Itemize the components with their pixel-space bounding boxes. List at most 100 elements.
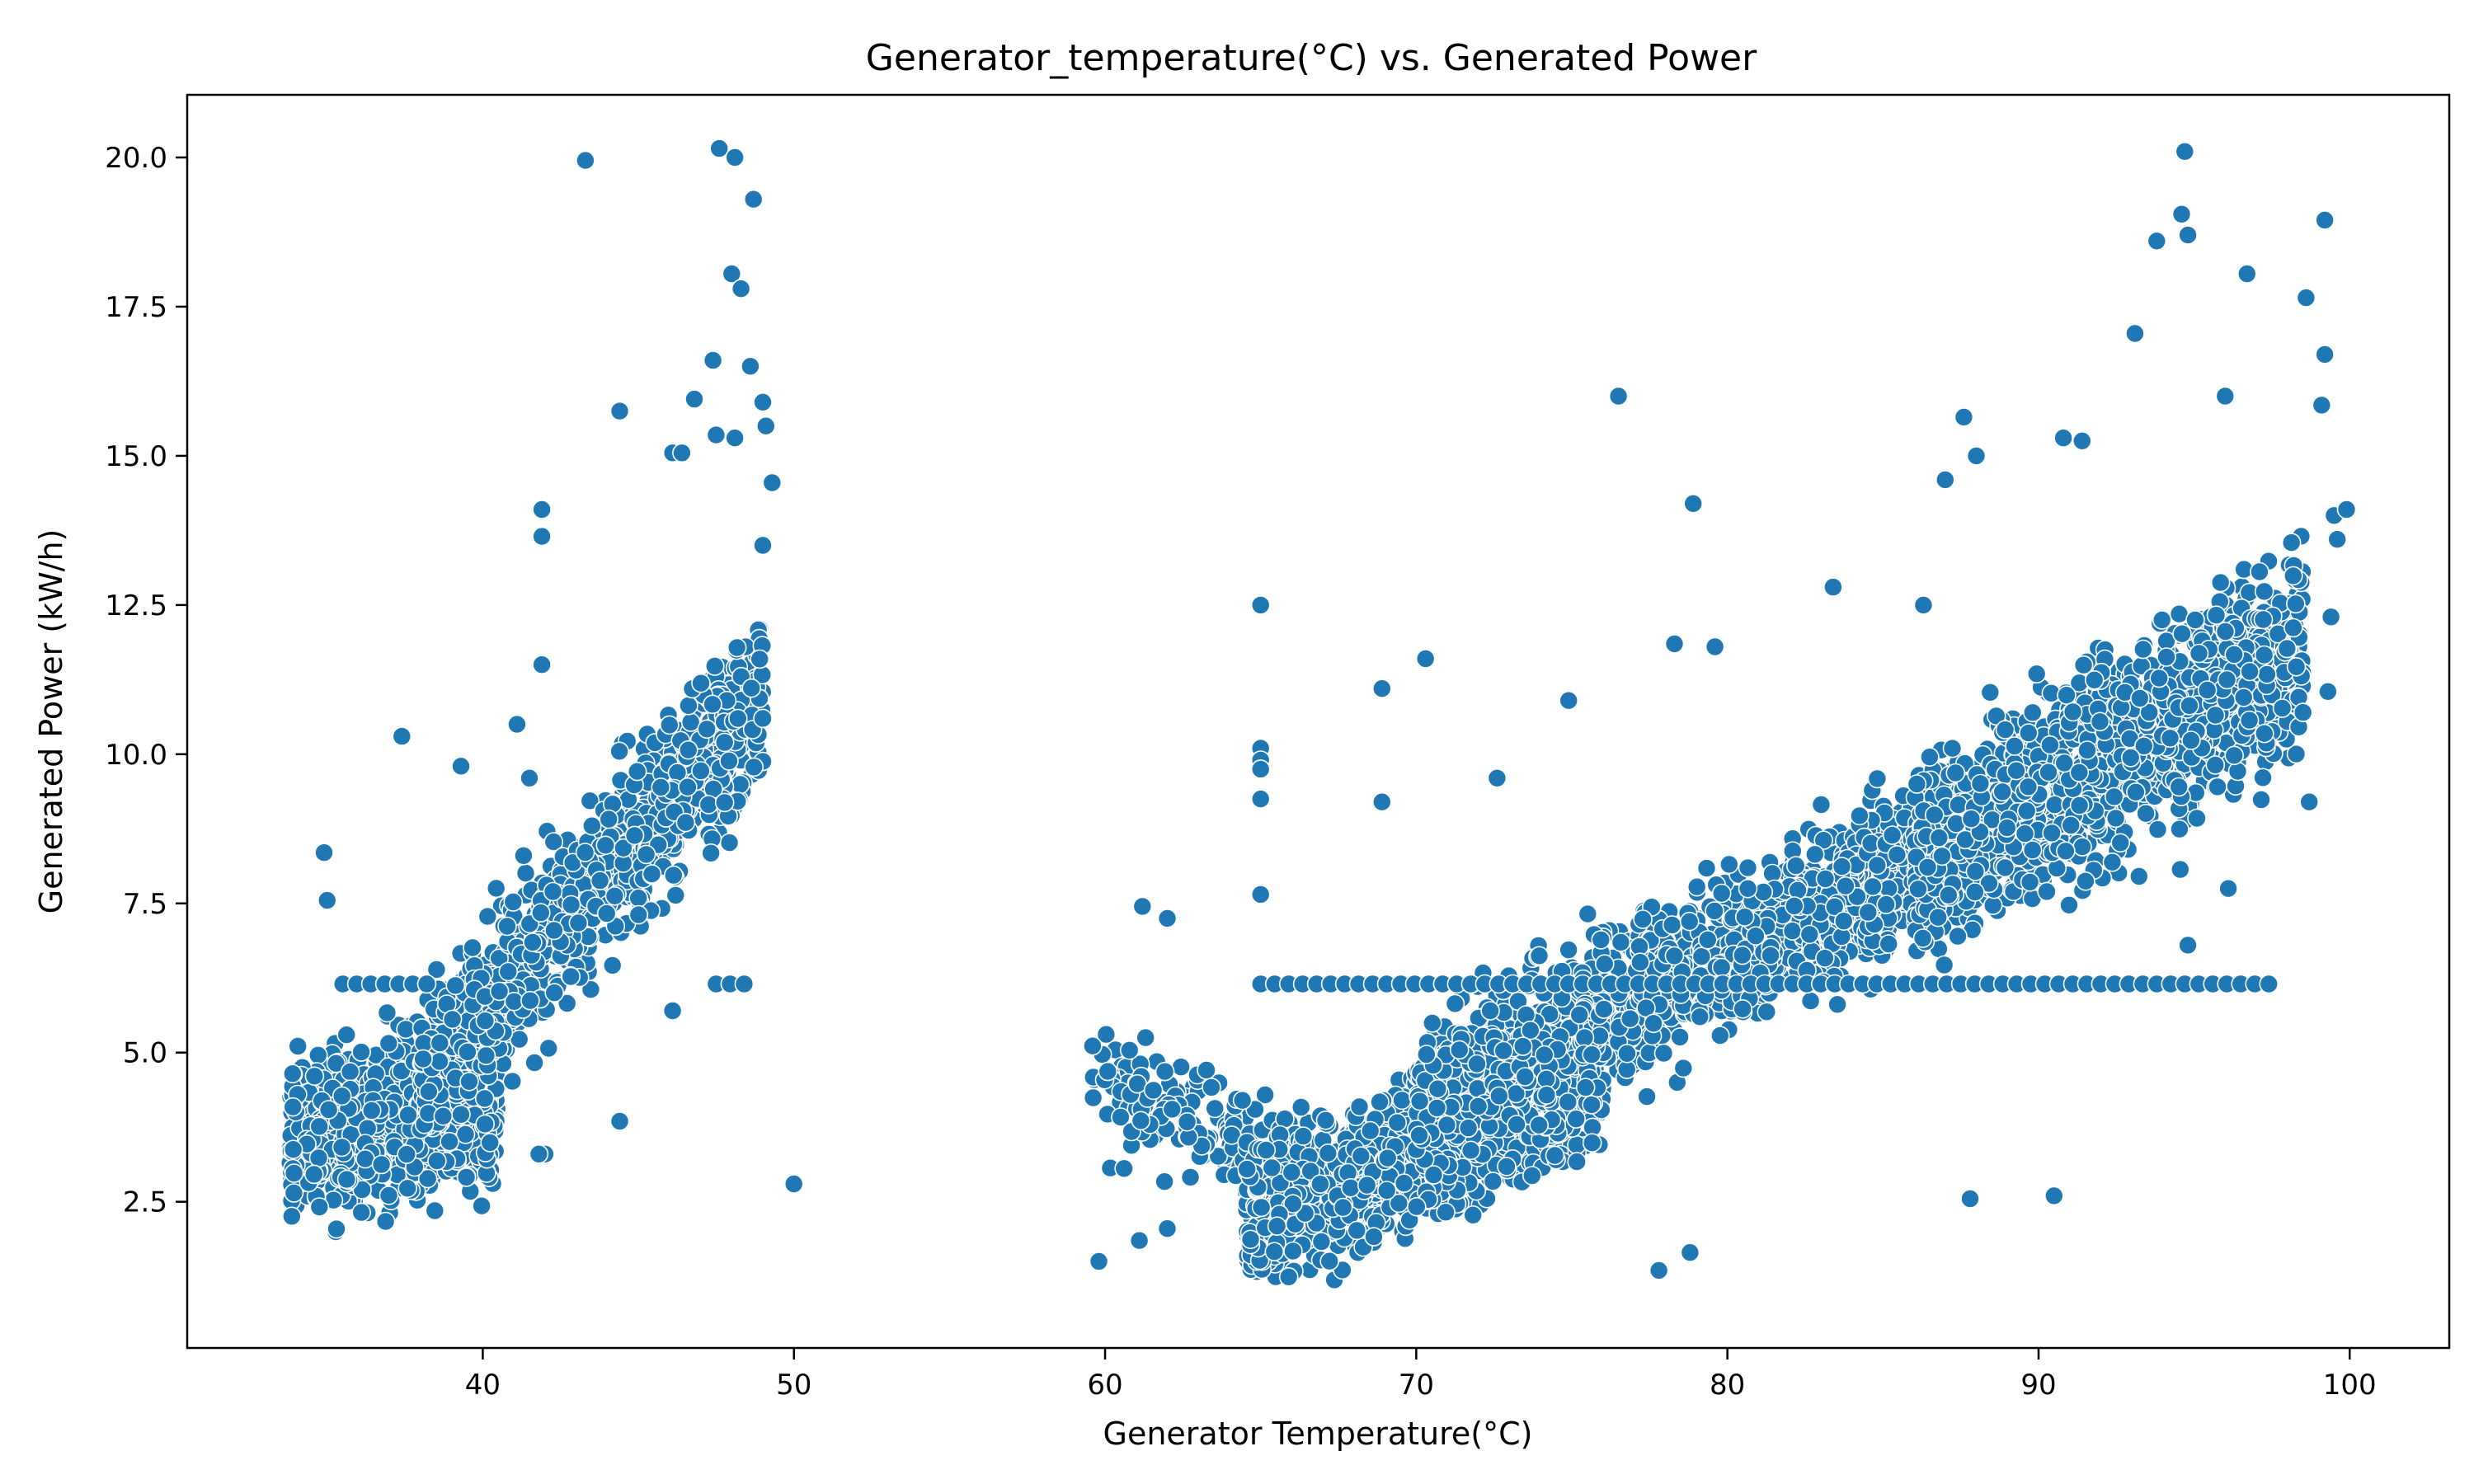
data-point [1578,904,1598,924]
data-point [1887,845,1907,865]
data-point [440,1131,459,1152]
data-point [1662,915,1682,935]
data-point [1423,1165,1444,1185]
data-point [663,865,684,885]
data-point [430,1051,449,1072]
data-point [704,656,725,676]
data-point [602,956,623,975]
data-point [1876,895,1896,914]
data-point [678,777,698,797]
data-point [599,809,619,829]
data-point [1644,1013,1663,1034]
data-point [727,637,747,658]
data-point [1177,1112,1197,1132]
data-point [1155,1172,1174,1191]
data-point [1351,1146,1371,1166]
data-point [1738,879,1758,899]
data-point [1409,1091,1430,1111]
data-point [1417,1045,1437,1064]
data-point [474,1088,495,1109]
data-point [1507,1115,1526,1134]
data-point [282,1064,303,1084]
data-point [1719,854,1739,875]
data-point [1805,844,1825,865]
data-point [1370,1092,1390,1112]
data-point [678,740,698,760]
data-point [417,1168,438,1189]
data-point [398,1105,418,1125]
data-point [1664,946,1685,966]
data-point [327,1219,346,1239]
data-point [1617,1044,1637,1064]
data-point [308,1148,329,1168]
data-point [1569,1005,1589,1025]
data-point [1575,1078,1596,1097]
data-point [1202,1078,1221,1097]
data-point [1512,1036,1533,1056]
data-point [1811,795,1832,815]
data-point [486,878,506,899]
data-point [430,1033,450,1053]
data-point [355,1148,375,1169]
data-point [539,1038,559,1059]
data-point [1143,1080,1164,1101]
data-point [1711,883,1732,904]
data-point [283,1097,303,1117]
data-point [1594,999,1614,1019]
data-point [1407,1196,1427,1217]
data-point [281,1206,302,1227]
data-point [475,1011,496,1031]
data-point [590,871,610,890]
data-point [1377,1148,1398,1168]
data-point [1867,768,1888,789]
data-point [1710,1026,1730,1045]
data-point [284,1163,304,1183]
data-point [1591,930,1611,950]
data-point [561,966,581,987]
data-point [1611,932,1631,952]
data-point [1489,1086,1509,1106]
data-point [659,715,680,735]
data-point [1522,1166,1542,1186]
data-point [288,1036,308,1056]
data-point [1387,1112,1408,1133]
data-point [1653,1043,1674,1064]
data-point [477,906,498,927]
data-point [1582,1045,1602,1064]
data-point [1858,902,1879,923]
data-point [561,895,581,915]
data-point [1349,1097,1370,1117]
data-point [1698,930,1718,950]
data-point [451,1105,471,1125]
data-point [1863,876,1883,897]
data-point [1423,1013,1442,1033]
data-point [489,981,510,1002]
data-point [1278,1267,1299,1287]
data-point [1409,1125,1429,1145]
data-point [719,751,739,771]
data-point [1131,1111,1151,1131]
data-point [624,825,645,846]
data-point [1690,1007,1710,1027]
data-point [515,863,536,883]
data-point [1815,869,1836,889]
data-point [523,932,543,952]
data-point [1834,911,1854,931]
data-point [361,1101,382,1120]
data-point [1757,1002,1777,1022]
data-point [303,1164,324,1185]
data-point [628,888,649,908]
data-point [1686,876,1707,897]
data-point [750,649,770,669]
data-point [1559,940,1578,960]
data-point [1282,1162,1302,1182]
data-point [604,886,625,906]
data-point [666,885,686,905]
data-point [351,1202,372,1223]
data-point [698,795,719,815]
data-point [1347,1220,1367,1241]
data-point [609,741,629,762]
data-point [544,983,565,1003]
data-point [503,892,524,912]
